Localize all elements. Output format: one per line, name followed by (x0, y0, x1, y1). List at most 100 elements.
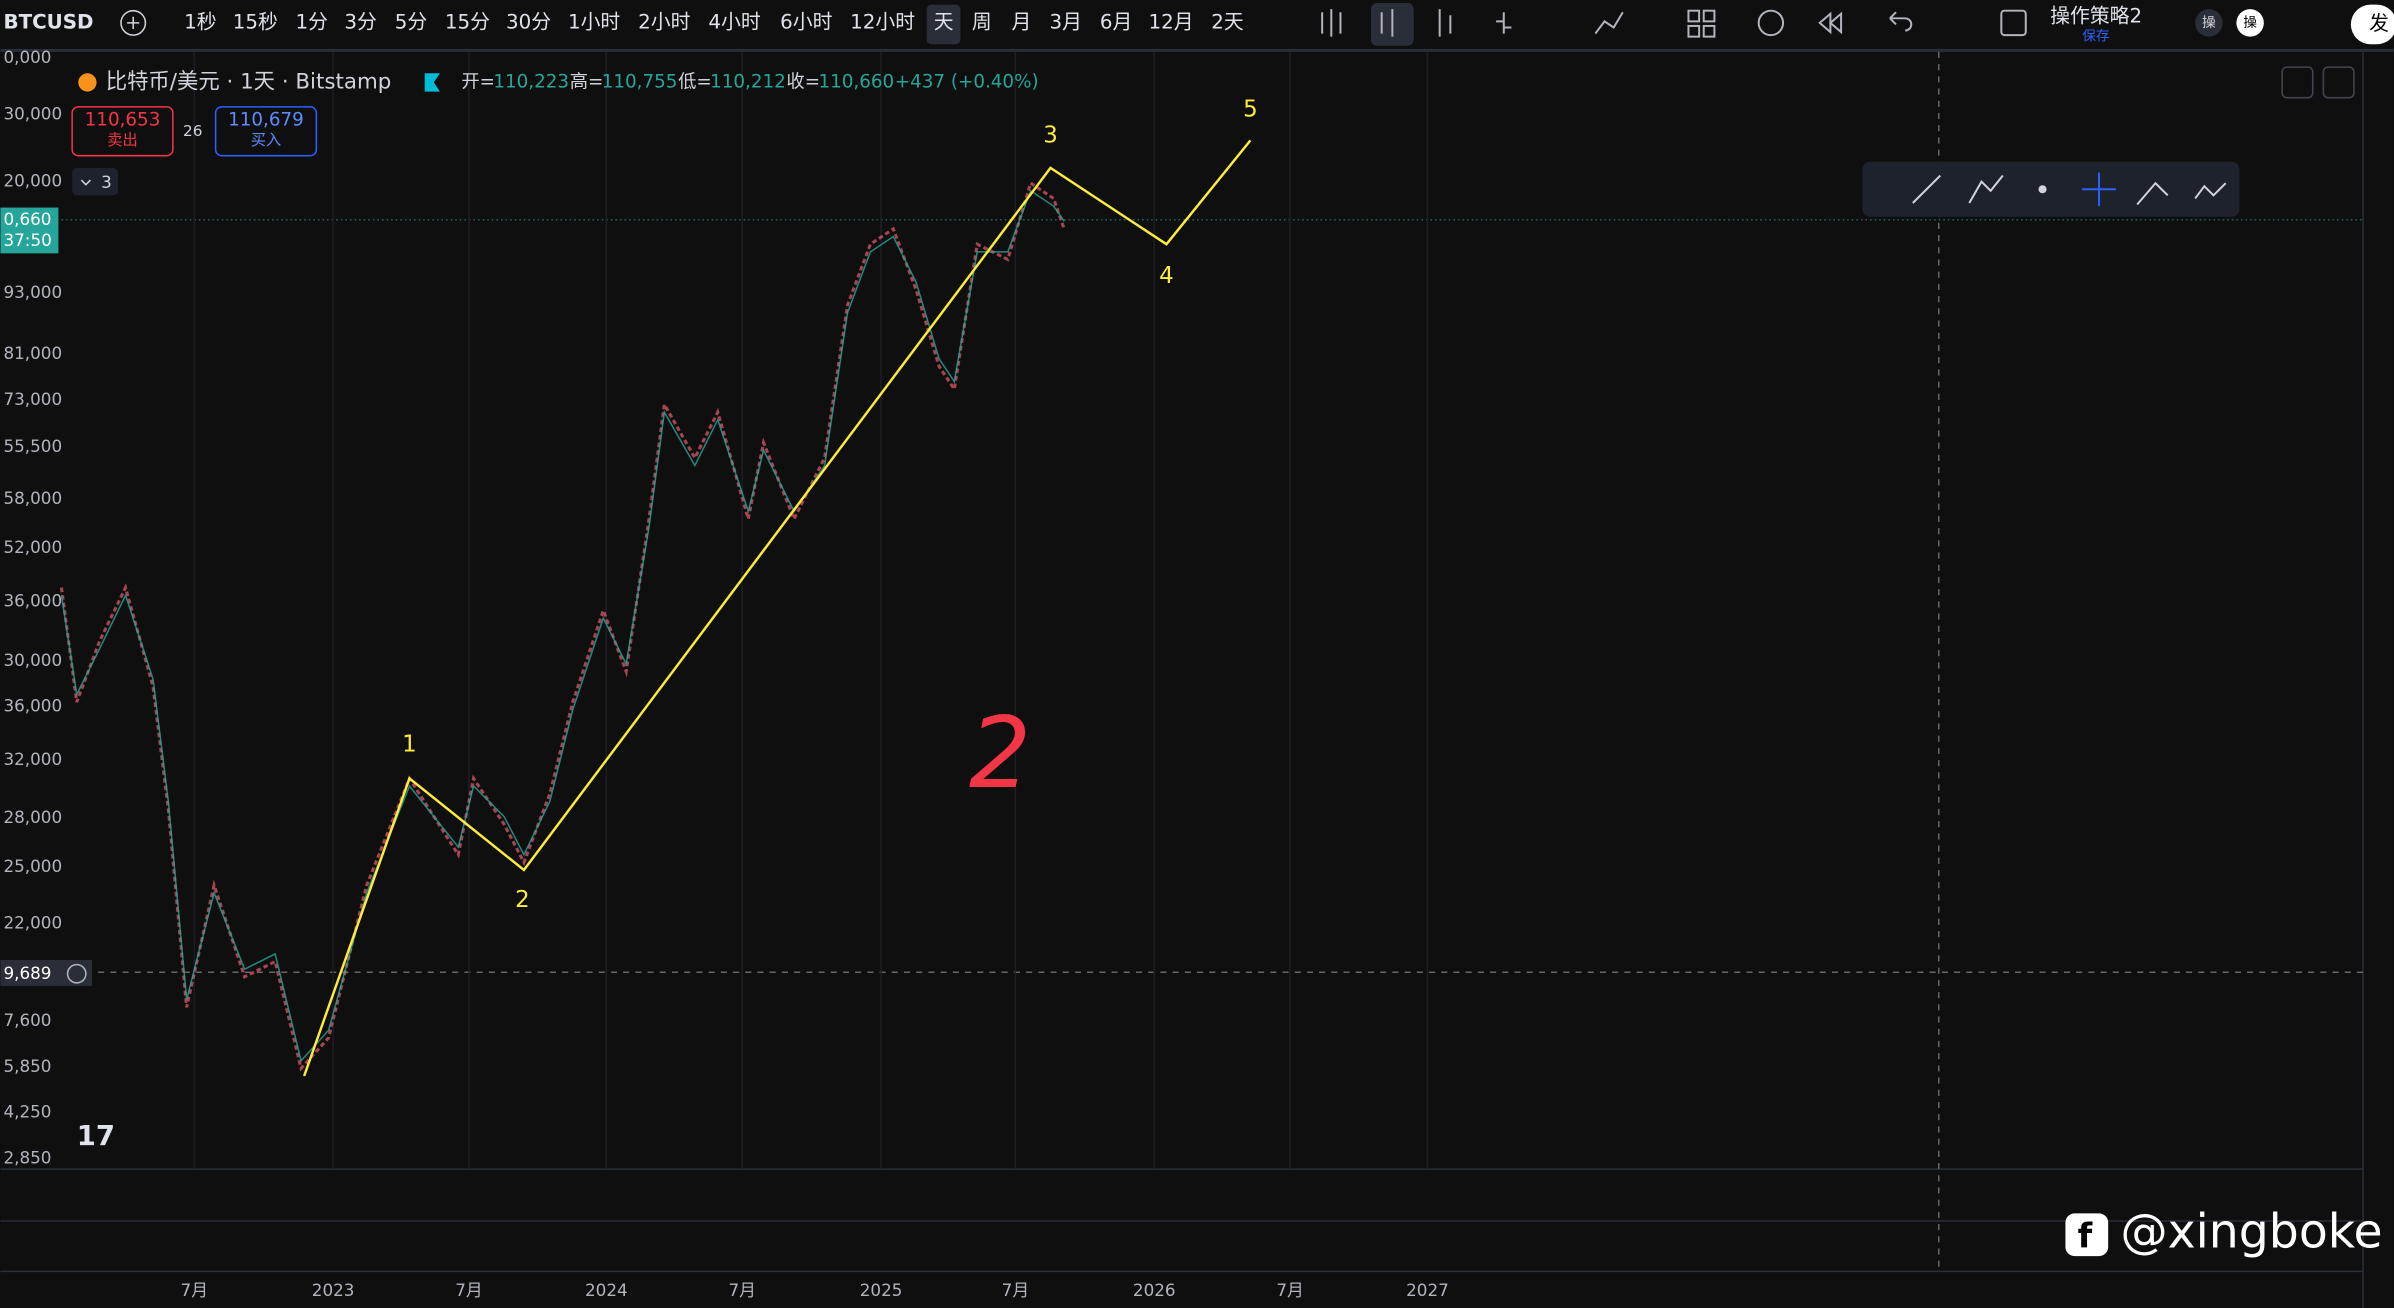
interval[interactable]: 天 (934, 10, 954, 33)
price-label: 30,000 (3, 103, 62, 123)
badge-bg (2236, 9, 2264, 37)
ohlc-high-label: 高= (570, 71, 604, 92)
interval[interactable]: 2小时 (638, 10, 690, 33)
interval[interactable]: 1小时 (568, 10, 620, 33)
ohlc-close-label: 收= (786, 71, 820, 92)
wave-label: 1 (402, 731, 417, 757)
buy-price: 110,679 (228, 110, 304, 131)
badge[interactable]: 操 (2202, 15, 2216, 31)
time-label: 2024 (585, 1280, 628, 1300)
buy-button[interactable] (214, 106, 318, 157)
facebook-f: f (2078, 1216, 2093, 1255)
price-label: 36,000 (3, 590, 62, 610)
watermark: @xingboke (2120, 1205, 2382, 1260)
last-price-tag (0, 207, 59, 254)
time-label: 7月 (1276, 1280, 1303, 1300)
sell-button[interactable] (71, 106, 174, 157)
price-label: 55,500 (3, 436, 62, 456)
add-alert[interactable] (66, 963, 87, 984)
price-label: 81,000 (3, 343, 62, 363)
interval[interactable]: 周 (972, 10, 992, 33)
add-symbol[interactable] (120, 9, 147, 36)
interval[interactable]: 2天 (1211, 10, 1244, 33)
price-label: 30,000 (3, 650, 62, 670)
elliott-wave[interactable] (302, 139, 1252, 1077)
badge[interactable]: 操 (2243, 15, 2257, 31)
strategy-name[interactable]: 操作策略2 (2050, 4, 2142, 27)
cursor-price: 9,689 (3, 963, 51, 983)
price-label: 20,000 (3, 171, 62, 191)
price-label: 22,000 (3, 912, 62, 932)
interval[interactable]: 6小时 (780, 10, 832, 33)
price-label: 4,250 (3, 1102, 51, 1122)
price-label: 28,000 (3, 807, 62, 827)
fullscreen-button[interactable] (2322, 66, 2355, 99)
tv-logo: 17 (77, 1121, 115, 1152)
price-label: 52,000 (3, 537, 62, 557)
time-label: 7月 (1002, 1280, 1029, 1300)
ohlc-open: 110,223 (493, 71, 569, 92)
interval[interactable]: 12月 (1149, 10, 1194, 33)
interval[interactable]: 3分 (344, 10, 377, 33)
badge-bg (2195, 9, 2223, 37)
scroll-button[interactable] (2281, 66, 2314, 99)
interval[interactable]: 1分 (296, 10, 329, 33)
buy-label: 买入 (251, 131, 282, 149)
price-label: 36,000 (3, 696, 62, 716)
plus-icon (127, 16, 140, 29)
wave-labels: 1 2 3 4 5 (402, 96, 1258, 913)
time-label: 2027 (1406, 1280, 1449, 1300)
price-label: 5,850 (3, 1056, 51, 1076)
collapse-count: 3 (101, 172, 112, 192)
collapse-button[interactable] (72, 167, 118, 196)
publish[interactable]: 发 (2369, 12, 2389, 35)
time-label: 7月 (728, 1280, 755, 1300)
price-label: 93,000 (3, 282, 62, 302)
interval[interactable]: 1秒 (184, 10, 216, 33)
ohlc-legend: 开=110,223 高=110,755 低=110,212 收=110,660 +437… (461, 71, 1038, 92)
wave-label: 2 (515, 887, 530, 913)
facebook-icon (2065, 1213, 2109, 1257)
interval[interactable]: 15分 (445, 10, 490, 33)
time-label: 2023 (312, 1280, 355, 1300)
spread: 26 (183, 122, 202, 140)
price-label: 58,000 (3, 488, 62, 508)
btc-icon (78, 73, 97, 92)
time-axis: 7月 2023 7月 2024 7月 2025 7月 2026 7月 2027 (181, 1280, 1449, 1300)
interval[interactable]: 12小时 (850, 10, 915, 33)
ohlc-change: +437 (+0.40%) (895, 71, 1039, 92)
toolbar (0, 0, 2394, 49)
ohlc-open-label: 开= (461, 71, 495, 92)
sell-label: 卖出 (107, 131, 138, 149)
publish-bg (2350, 4, 2394, 45)
interval[interactable]: 4小时 (708, 10, 760, 33)
interval[interactable]: 5分 (395, 10, 428, 33)
flag-icon (424, 73, 440, 92)
time-label: 7月 (455, 1280, 482, 1300)
interval[interactable]: 30分 (506, 10, 551, 33)
drawing-toolbar (1862, 161, 2240, 217)
wave-label: 5 (1243, 96, 1258, 122)
ohlc-high: 110,755 (602, 71, 678, 92)
drawing-tools[interactable] (1912, 172, 2227, 207)
price-label: 2,850 (3, 1147, 51, 1167)
interval[interactable]: 6月 (1100, 10, 1132, 33)
sell-price: 110,653 (85, 110, 161, 131)
active-interval-bg (926, 4, 961, 45)
wave-label: 4 (1159, 263, 1174, 289)
handwritten-note[interactable]: 2 (969, 697, 1031, 811)
interval[interactable]: 月 (1012, 10, 1032, 33)
interval[interactable]: 15秒 (233, 10, 278, 33)
chart-title: 比特币/美元 · 1天 · Bitstamp (106, 69, 392, 94)
ohlc-low-label: 低= (678, 71, 712, 92)
symbol[interactable]: BTCUSD (3, 10, 93, 33)
price-label: 32,000 (3, 749, 62, 769)
price-label: 73,000 (3, 389, 62, 409)
price-label: 7,600 (3, 1010, 51, 1030)
price-candles (60, 189, 1065, 1063)
countdown: 37:50 (3, 230, 51, 250)
interval[interactable]: 3月 (1050, 10, 1082, 33)
